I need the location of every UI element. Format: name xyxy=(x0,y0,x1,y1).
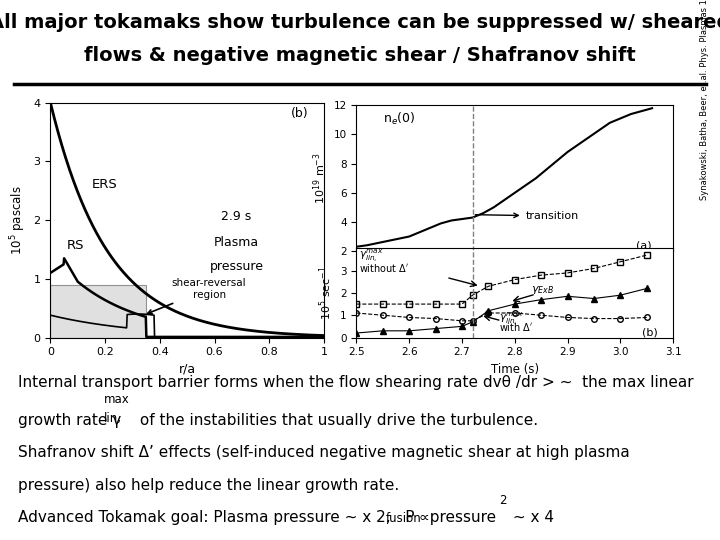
Text: without $\Delta'$: without $\Delta'$ xyxy=(359,262,410,274)
Text: transition: transition xyxy=(475,211,579,221)
Text: lin,: lin, xyxy=(104,412,122,425)
Text: $\gamma_{lin,}^{max}$: $\gamma_{lin,}^{max}$ xyxy=(359,248,384,265)
Text: growth rate γ: growth rate γ xyxy=(18,413,121,428)
Text: flows & negative magnetic shear / Shafranov shift: flows & negative magnetic shear / Shafra… xyxy=(84,46,636,65)
Text: ~ x 4: ~ x 4 xyxy=(508,510,554,525)
Text: 2.9 s: 2.9 s xyxy=(221,210,251,223)
Text: $\gamma_{lin,}^{max}$: $\gamma_{lin,}^{max}$ xyxy=(499,310,523,327)
Text: Internal transport barrier forms when the flow shearing rate dvθ /dr > ~  the ma: Internal transport barrier forms when th… xyxy=(18,375,693,390)
Bar xyxy=(50,285,146,338)
Text: 2: 2 xyxy=(499,494,506,507)
Text: (b): (b) xyxy=(642,327,657,338)
Text: pressure: pressure xyxy=(210,260,264,273)
Text: (b): (b) xyxy=(291,107,308,120)
Text: RS: RS xyxy=(66,239,84,252)
Text: max: max xyxy=(104,393,130,406)
Y-axis label: 10$^5$ pascals: 10$^5$ pascals xyxy=(9,185,28,255)
Y-axis label: 10$^5$ sec$^{-1}$: 10$^5$ sec$^{-1}$ xyxy=(318,266,335,320)
Text: n$_e$(0): n$_e$(0) xyxy=(383,111,415,127)
Y-axis label: 10$^{19}$ m$^{-3}$: 10$^{19}$ m$^{-3}$ xyxy=(311,152,328,204)
Text: of the instabilities that usually drive the turbulence.: of the instabilities that usually drive … xyxy=(135,413,539,428)
X-axis label: Time (s): Time (s) xyxy=(491,363,539,376)
Text: shear-reversal
region: shear-reversal region xyxy=(148,278,246,314)
Text: $\gamma_{ExB}$: $\gamma_{ExB}$ xyxy=(531,284,554,296)
Text: with $\Delta'$: with $\Delta'$ xyxy=(499,321,534,333)
Text: fusion: fusion xyxy=(386,512,422,525)
Text: ERS: ERS xyxy=(92,178,118,191)
Text: Synakowski, Batha, Beer, et.al. Phys. Plasmas 1997: Synakowski, Batha, Beer, et.al. Phys. Pl… xyxy=(700,0,708,200)
Text: ∝pressure: ∝pressure xyxy=(414,510,496,525)
Text: Shafranov shift Δ’ effects (self-induced negative magnetic shear at high plasma: Shafranov shift Δ’ effects (self-induced… xyxy=(18,446,630,461)
Text: Advanced Tokamak goal: Plasma pressure ~ x 2,   P: Advanced Tokamak goal: Plasma pressure ~… xyxy=(18,510,415,525)
Text: Plasma: Plasma xyxy=(214,237,259,249)
Text: pressure) also help reduce the linear growth rate.: pressure) also help reduce the linear gr… xyxy=(18,478,400,493)
Text: All major tokamaks show turbulence can be suppressed w/ sheared: All major tokamaks show turbulence can b… xyxy=(0,14,720,32)
Text: (a): (a) xyxy=(636,240,652,250)
X-axis label: r/a: r/a xyxy=(179,363,196,376)
